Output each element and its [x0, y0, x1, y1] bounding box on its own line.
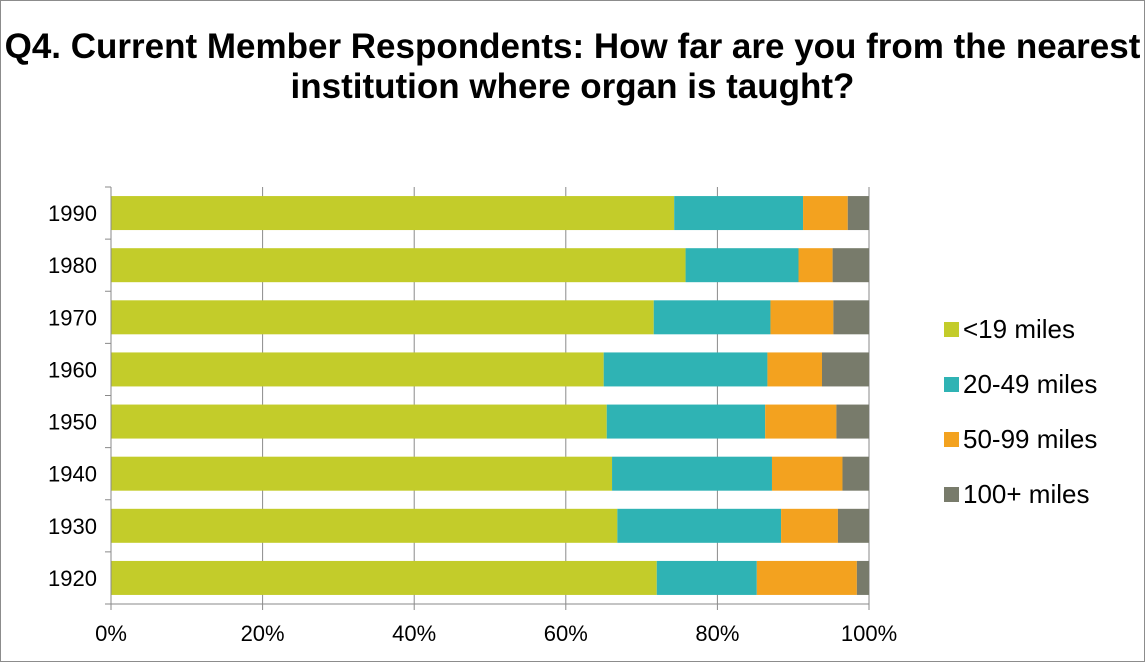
legend-item: <19 miles: [944, 314, 1097, 344]
bar-segment: [612, 456, 772, 491]
bar-segment: [832, 248, 869, 283]
tick-labels: 1990 1980 1970 1960 1950 1940 1930 1920 0% 20% 40%…: [48, 201, 897, 646]
x-tick-label: 80%: [695, 621, 739, 646]
legend-label: 50-99 miles: [963, 423, 1098, 454]
bar-segment: [674, 196, 804, 231]
x-tick-label: 60%: [544, 621, 588, 646]
y-tick-label: 1930: [48, 514, 97, 539]
bar-segment: [833, 300, 869, 335]
bar-segment: [685, 248, 799, 283]
y-tick-label: 1980: [48, 253, 97, 278]
legend-label: 20-49 miles: [963, 368, 1098, 399]
bar-segment: [798, 248, 833, 283]
legend-item: 50-99 miles: [944, 424, 1097, 454]
bar-segment: [111, 196, 675, 231]
bar-segment: [836, 404, 869, 439]
bar-segment: [656, 560, 757, 595]
x-tick-label: 100%: [841, 621, 897, 646]
y-tick-label: 1920: [48, 566, 97, 591]
bar-segment: [767, 352, 823, 387]
legend-swatch: [944, 376, 959, 392]
y-tick-label: 1990: [48, 201, 97, 226]
bar-segment: [111, 404, 607, 439]
legend-swatch: [944, 431, 959, 447]
legend-item: 20-49 miles: [944, 369, 1097, 399]
bar-segment: [617, 508, 782, 543]
legend-swatch: [944, 321, 959, 337]
x-tick-label: 40%: [392, 621, 436, 646]
bar-segment: [111, 508, 618, 543]
y-tick-label: 1950: [48, 410, 97, 435]
bar-segment: [842, 456, 869, 491]
bar-segment: [756, 560, 857, 595]
x-tick-label: 0%: [95, 621, 127, 646]
bars: [111, 196, 869, 595]
bar-segment: [765, 404, 837, 439]
bar-segment: [653, 300, 771, 335]
axes: [105, 186, 870, 610]
bar-segment: [803, 196, 848, 231]
chart-title: Q4. Current Member Respondents: How far …: [4, 27, 1141, 106]
bar-segment: [606, 404, 766, 439]
legend-swatch: [944, 486, 959, 502]
bar-segment: [111, 352, 604, 387]
legend-label: <19 miles: [963, 313, 1075, 344]
y-tick-label: 1970: [48, 305, 97, 330]
bar-segment: [781, 508, 838, 543]
bar-segment: [111, 300, 654, 335]
bar-segment: [847, 196, 869, 231]
y-tick-label: 1960: [48, 357, 97, 382]
x-tick-label: 20%: [241, 621, 285, 646]
bar-segment: [603, 352, 768, 387]
bar-segment: [837, 508, 869, 543]
bar-segment: [856, 560, 869, 595]
bar-segment: [111, 456, 613, 491]
bar-segment: [822, 352, 869, 387]
y-tick-label: 1940: [48, 462, 97, 487]
legend: <19 miles 20-49 miles 50-99 miles 100+ m…: [944, 314, 1097, 534]
legend-label: 100+ miles: [963, 478, 1090, 509]
bar-segment: [771, 456, 843, 491]
bar-segment: [770, 300, 834, 335]
bar-segment: [111, 560, 657, 595]
legend-item: 100+ miles: [944, 479, 1097, 509]
bar-segment: [111, 248, 686, 283]
